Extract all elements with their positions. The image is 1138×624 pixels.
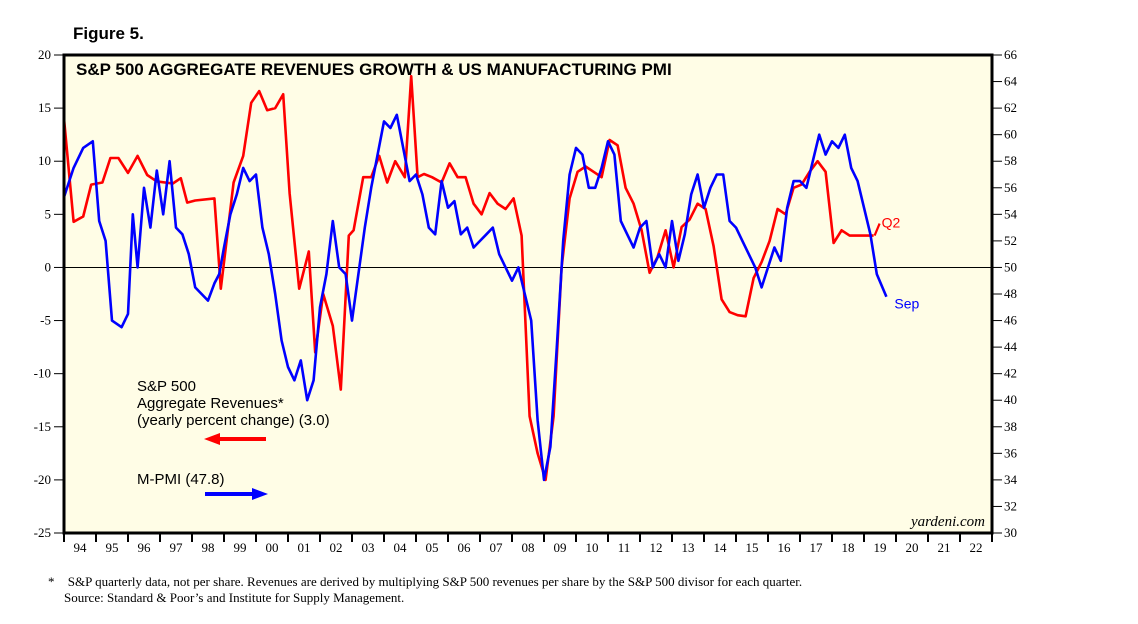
right-axis-tick-label: 64: [1004, 74, 1018, 89]
x-axis-tick-label: 11: [618, 540, 631, 555]
footnote-source: Source: Standard & Poor’s and Institute …: [64, 590, 405, 605]
footnote-line-1: * S&P quarterly data, not per share. Rev…: [48, 574, 802, 590]
x-axis-tick-label: 94: [74, 540, 88, 555]
right-axis-tick-label: 46: [1004, 313, 1018, 328]
plot-background: [64, 55, 992, 533]
x-axis-tick-label: 13: [682, 540, 695, 555]
x-axis-tick-label: 00: [266, 540, 279, 555]
legend-revenues-text: Aggregate Revenues*: [137, 395, 284, 412]
right-axis-tick-label: 36: [1004, 445, 1018, 460]
x-axis-tick-label: 09: [554, 540, 567, 555]
watermark: yardeni.com: [909, 514, 985, 530]
right-axis-tick-label: 48: [1004, 286, 1017, 301]
left-axis-tick-label: 15: [38, 100, 51, 115]
right-axis-tick-label: 44: [1004, 339, 1018, 354]
legend-revenues-text: (yearly percent change) (3.0): [137, 412, 330, 429]
right-axis-tick-label: 40: [1004, 392, 1017, 407]
series-layer: Q2 Sep: [62, 74, 920, 482]
x-axis-tick-label: 16: [778, 540, 792, 555]
x-axis-tick-label: 08: [522, 540, 535, 555]
revenues-growth-line: [62, 74, 874, 482]
right-axis-tick-label: 34: [1004, 472, 1018, 487]
revenues-end-label: Q2: [882, 215, 901, 231]
right-axis-tick-label: 50: [1004, 259, 1017, 274]
right-axis-tick-label: 56: [1004, 180, 1018, 195]
right-axis-tick-label: 38: [1004, 419, 1017, 434]
x-axis-tick-label: 19: [874, 540, 887, 555]
x-axis-tick-label: 95: [106, 540, 119, 555]
left-axis-tick-label: -5: [40, 313, 51, 328]
left-axis-tick-label: 5: [45, 206, 52, 221]
pmi-line: [62, 113, 888, 482]
x-axis-tick-label: 03: [362, 540, 375, 555]
x-axis-tick-label: 96: [138, 540, 152, 555]
right-axis-tick-label: 32: [1004, 498, 1017, 513]
x-axis: 94 95 96 97 98 99 00 01 02 03 04 05 06 07 08 09 10 11 12 13…: [63, 533, 993, 555]
x-axis-tick-label: 04: [394, 540, 408, 555]
revenues-end-marker: [873, 223, 881, 237]
x-axis-tick-label: 99: [234, 540, 247, 555]
x-axis-tick-label: 22: [970, 540, 983, 555]
left-axis-tick-label: -15: [34, 419, 51, 434]
x-axis-tick-label: 98: [202, 540, 215, 555]
x-axis-tick-label: 15: [746, 540, 759, 555]
x-axis-tick-label: 01: [298, 540, 311, 555]
x-axis-tick-label: 14: [714, 540, 728, 555]
right-axis-tick-label: 42: [1004, 366, 1017, 381]
left-axis-tick-label: -20: [34, 472, 51, 487]
x-axis-tick-label: 18: [842, 540, 855, 555]
footnote-text: S&P quarterly data, not per share. Reven…: [67, 574, 803, 589]
pmi-end-label: Sep: [894, 296, 919, 312]
right-axis-tick-label: 30: [1004, 525, 1017, 540]
right-axis-tick-label: 52: [1004, 233, 1017, 248]
x-axis-tick-label: 21: [938, 540, 951, 555]
x-axis-tick-label: 97: [170, 540, 184, 555]
x-axis-tick-label: 07: [490, 540, 504, 555]
right-axis: 66 64 62 60 58 56 54 52 50 48 46 44 42 40 38 36 34 32 30: [992, 47, 1018, 540]
x-axis-tick-label: 06: [458, 540, 472, 555]
left-axis: 20 15 10 5 0 -5 -10 -15 -20 -25: [34, 47, 64, 540]
x-axis-tick-label: 05: [426, 540, 439, 555]
chart-title: S&P 500 AGGREGATE REVENUES GROWTH & US M…: [76, 60, 672, 79]
left-axis-tick-label: -25: [34, 525, 51, 540]
legend-pmi-arrow-head-icon: [252, 488, 268, 500]
legend-revenues-arrow-head-icon: [204, 433, 220, 445]
right-axis-tick-label: 60: [1004, 127, 1017, 142]
x-axis-tick-label: 20: [906, 540, 919, 555]
footnote-marker: *: [48, 574, 55, 589]
legend-pmi-text: M-PMI (47.8): [137, 471, 225, 488]
plot-frame: [62, 53, 994, 535]
right-axis-tick-label: 54: [1004, 206, 1018, 221]
left-axis-tick-label: -10: [34, 366, 51, 381]
left-axis-tick-label: 10: [38, 153, 51, 168]
right-axis-tick-label: 66: [1004, 47, 1018, 62]
left-axis-tick-label: 0: [45, 259, 52, 274]
x-axis-tick-label: 12: [650, 540, 663, 555]
x-axis-tick-label: 02: [330, 540, 343, 555]
right-axis-tick-label: 58: [1004, 153, 1017, 168]
left-axis-tick-label: 20: [38, 47, 51, 62]
figure-label: Figure 5.: [73, 24, 144, 43]
x-axis-tick-label: 10: [586, 540, 599, 555]
x-axis-tick-label: 17: [810, 540, 824, 555]
right-axis-tick-label: 62: [1004, 100, 1017, 115]
legend-revenues-text: S&P 500: [137, 378, 196, 395]
